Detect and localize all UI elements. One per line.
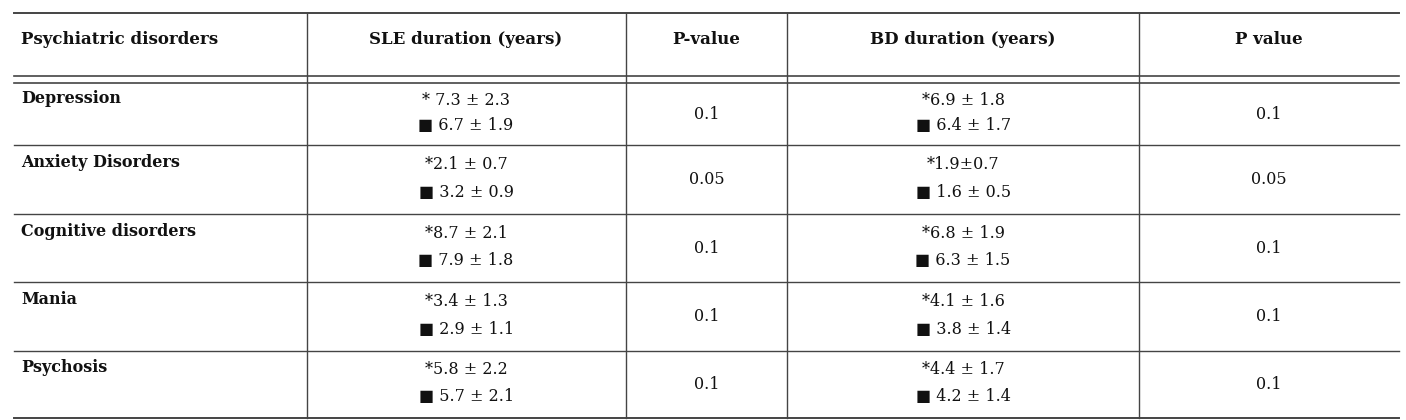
Text: 0.1: 0.1 (693, 376, 720, 393)
Text: 0.1: 0.1 (693, 105, 720, 123)
Text: 0.05: 0.05 (1251, 171, 1286, 188)
Text: ■ 6.7 ± 1.9: ■ 6.7 ± 1.9 (419, 117, 513, 134)
Text: *2.1 ± 0.7: *2.1 ± 0.7 (425, 156, 508, 173)
Text: Mania: Mania (21, 291, 77, 308)
Text: ■ 4.2 ± 1.4: ■ 4.2 ± 1.4 (915, 388, 1011, 405)
Text: *6.8 ± 1.9: *6.8 ± 1.9 (921, 225, 1005, 242)
Text: Psychosis: Psychosis (21, 359, 107, 376)
Text: P value: P value (1234, 32, 1303, 48)
Text: Psychiatric disorders: Psychiatric disorders (21, 32, 218, 48)
Text: ■ 3.8 ± 1.4: ■ 3.8 ± 1.4 (915, 320, 1011, 338)
Text: *5.8 ± 2.2: *5.8 ± 2.2 (425, 361, 508, 378)
Text: 0.1: 0.1 (1256, 376, 1282, 393)
Text: BD duration (years): BD duration (years) (870, 32, 1056, 48)
Text: ■ 1.6 ± 0.5: ■ 1.6 ± 0.5 (915, 184, 1011, 200)
Text: Depression: Depression (21, 90, 121, 107)
Text: 0.1: 0.1 (1256, 105, 1282, 123)
Text: ■ 6.4 ± 1.7: ■ 6.4 ± 1.7 (915, 117, 1011, 134)
Text: *1.9±0.7: *1.9±0.7 (927, 156, 1000, 173)
Text: * 7.3 ± 2.3: * 7.3 ± 2.3 (422, 92, 510, 109)
Text: *3.4 ± 1.3: *3.4 ± 1.3 (425, 293, 508, 310)
Text: ■ 7.9 ± 1.8: ■ 7.9 ± 1.8 (419, 252, 513, 269)
Text: Cognitive disorders: Cognitive disorders (21, 223, 195, 240)
Text: *4.1 ± 1.6: *4.1 ± 1.6 (922, 293, 1004, 310)
Text: SLE duration (years): SLE duration (years) (370, 32, 562, 48)
Text: ■ 2.9 ± 1.1: ■ 2.9 ± 1.1 (419, 320, 513, 338)
Text: 0.1: 0.1 (693, 240, 720, 257)
Text: ■ 3.2 ± 0.9: ■ 3.2 ± 0.9 (419, 184, 513, 200)
Text: 0.1: 0.1 (1256, 240, 1282, 257)
Text: *4.4 ± 1.7: *4.4 ± 1.7 (922, 361, 1004, 378)
Text: 0.1: 0.1 (1256, 308, 1282, 325)
Text: 0.1: 0.1 (693, 308, 720, 325)
Text: ■ 5.7 ± 2.1: ■ 5.7 ± 2.1 (419, 388, 513, 405)
Text: 0.05: 0.05 (689, 171, 724, 188)
Text: *6.9 ± 1.8: *6.9 ± 1.8 (921, 92, 1005, 109)
Text: ■ 6.3 ± 1.5: ■ 6.3 ± 1.5 (915, 252, 1011, 269)
Text: *8.7 ± 2.1: *8.7 ± 2.1 (425, 225, 508, 242)
Text: Anxiety Disorders: Anxiety Disorders (21, 154, 180, 171)
Text: P-value: P-value (672, 32, 741, 48)
